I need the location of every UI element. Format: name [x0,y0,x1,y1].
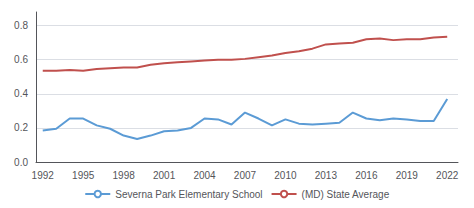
svg-text:2001: 2001 [153,170,176,181]
svg-text:(MD) State Average: (MD) State Average [302,189,390,200]
svg-text:1992: 1992 [32,170,55,181]
svg-text:Severna Park Elementary School: Severna Park Elementary School [115,189,262,200]
svg-text:0.8: 0.8 [14,20,28,31]
svg-text:2013: 2013 [315,170,338,181]
svg-text:2016: 2016 [355,170,378,181]
svg-text:2019: 2019 [396,170,419,181]
svg-text:2022: 2022 [436,170,459,181]
svg-text:1995: 1995 [72,170,95,181]
svg-text:2007: 2007 [234,170,257,181]
svg-text:0.6: 0.6 [14,54,28,65]
svg-text:0.0: 0.0 [14,157,28,168]
svg-text:0.4: 0.4 [14,88,28,99]
svg-text:2004: 2004 [193,170,216,181]
svg-text:1998: 1998 [113,170,136,181]
svg-text:0.2: 0.2 [14,122,28,133]
svg-text:2010: 2010 [274,170,297,181]
